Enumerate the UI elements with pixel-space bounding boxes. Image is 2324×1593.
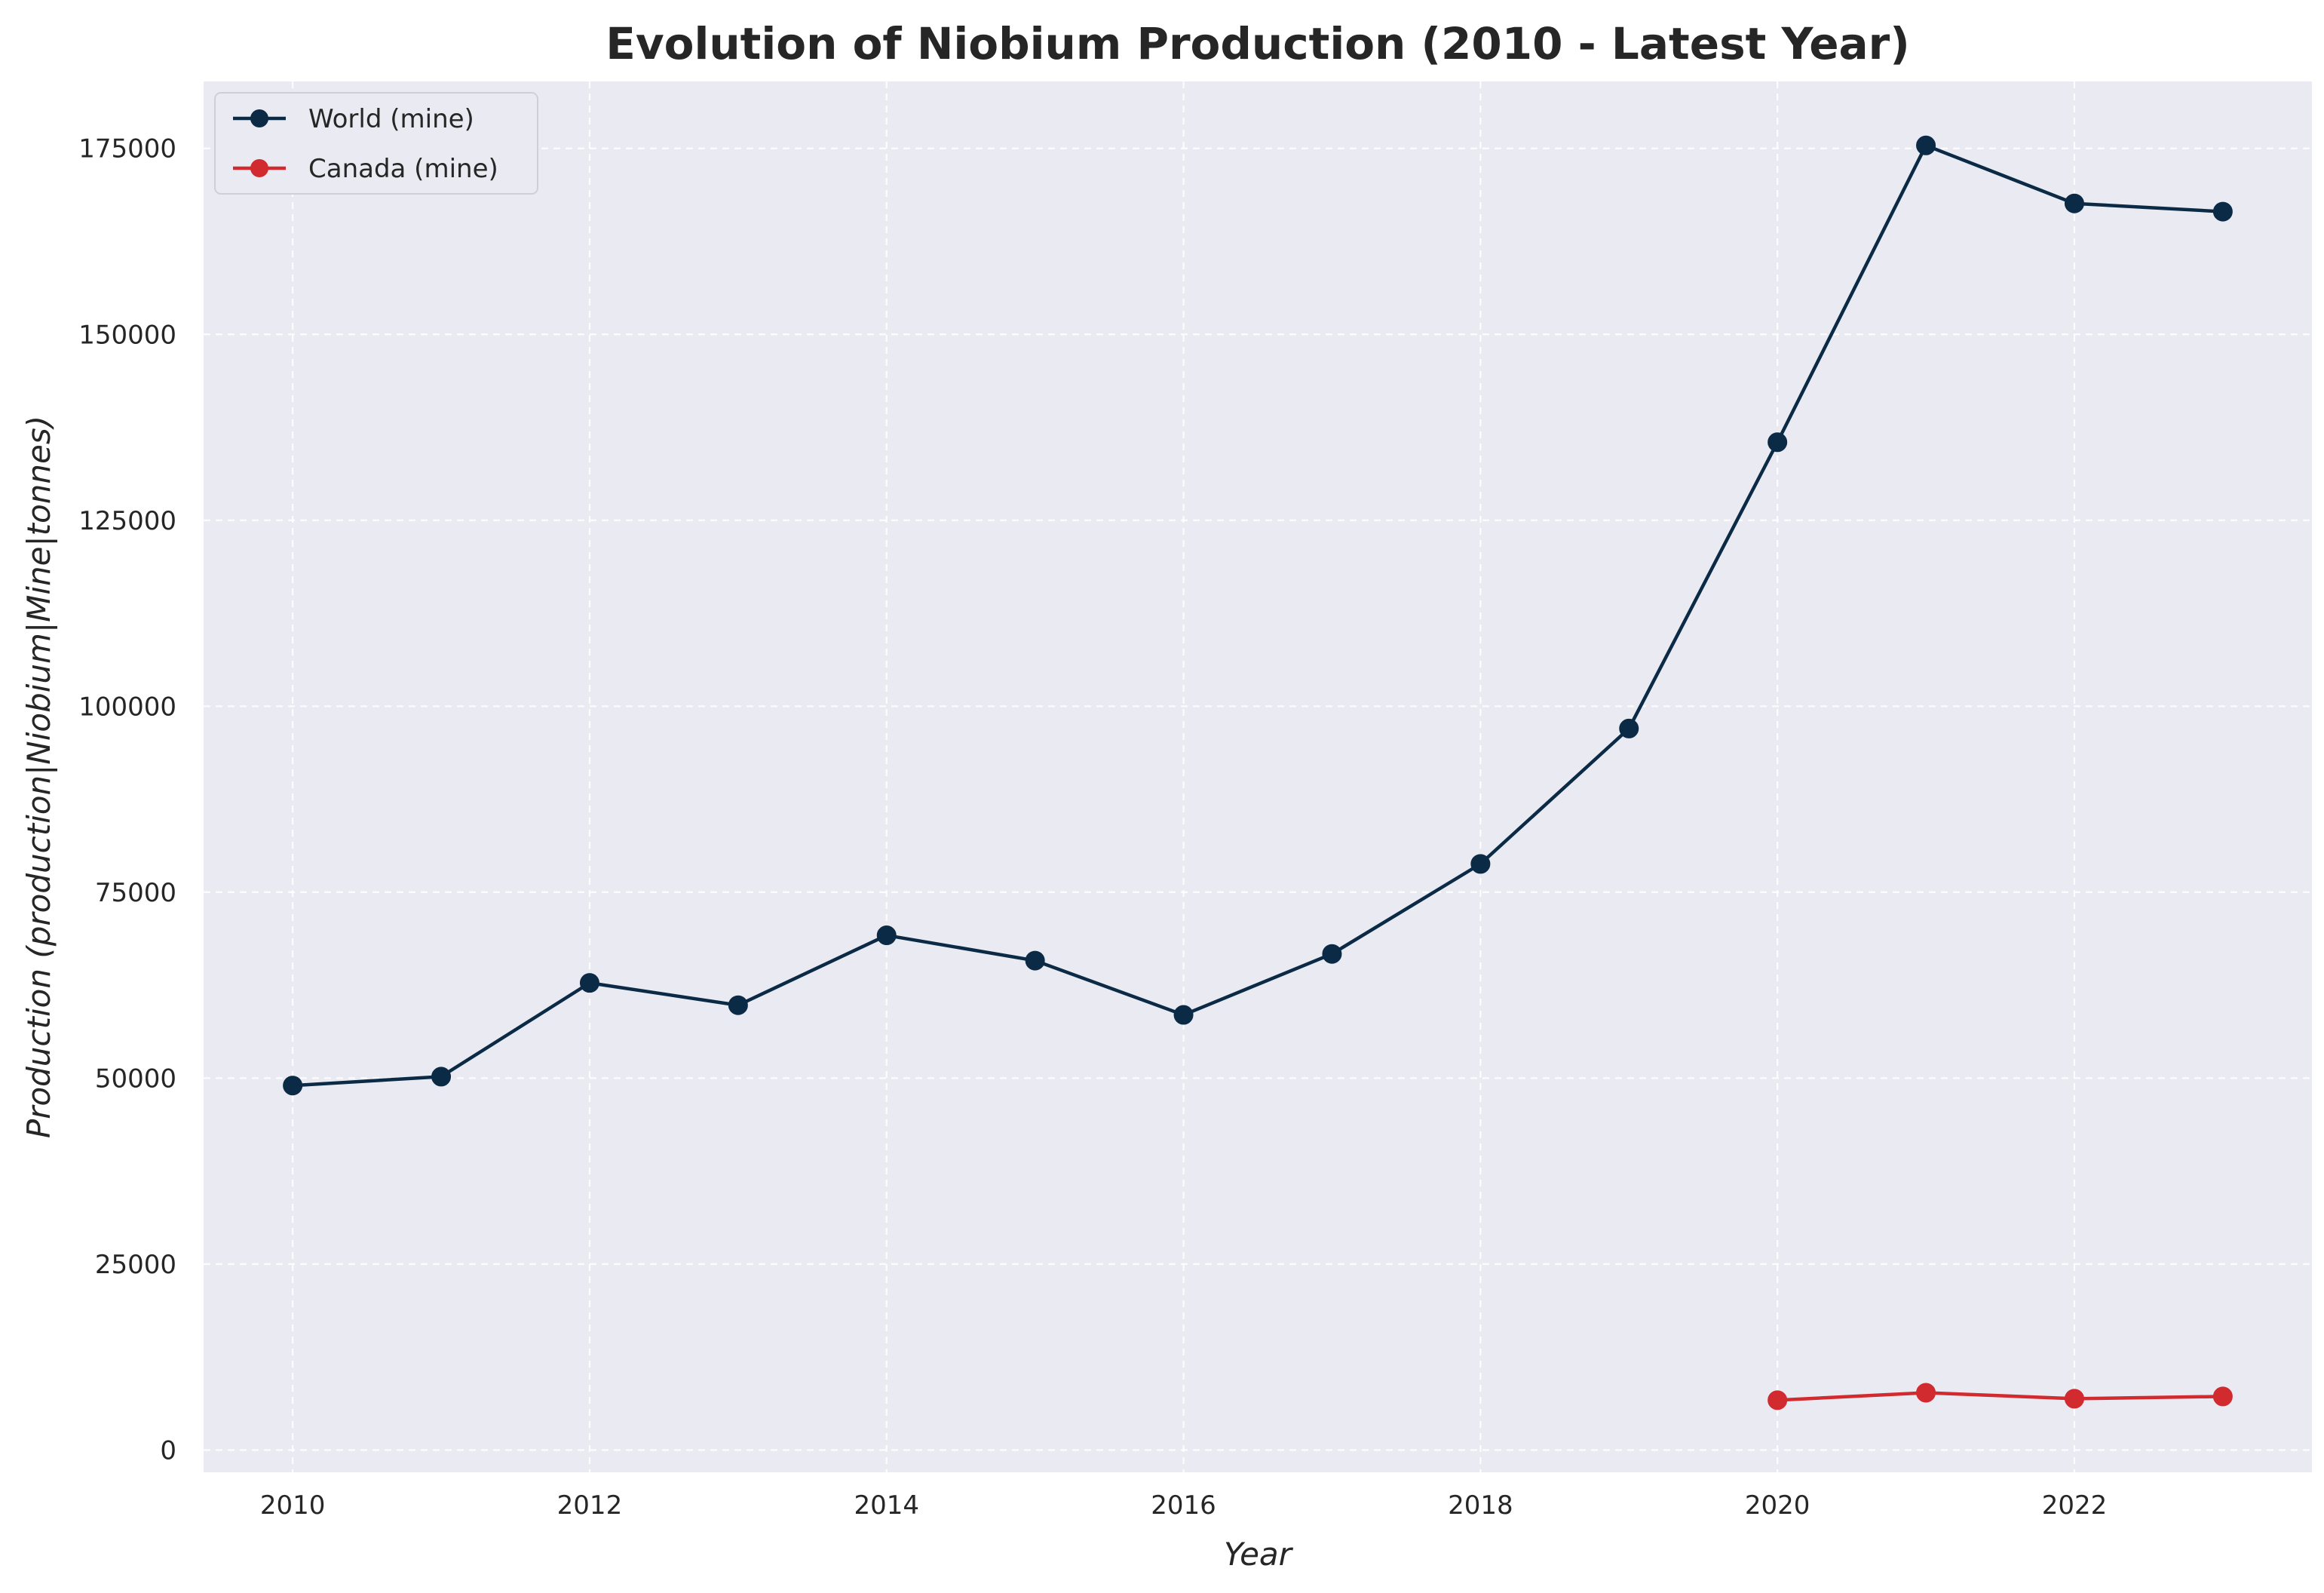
y-tick-label: 75000 — [95, 878, 176, 908]
x-tick-label: 2016 — [1151, 1490, 1216, 1521]
data-point — [579, 973, 599, 993]
y-axis-ticks: 0 25000 50000 75000 100000 125000 150000 175000 — [78, 134, 176, 1466]
chart-title: Evolution of Niobium Production (2010 - … — [606, 18, 1910, 69]
series-layer — [283, 135, 2233, 1410]
x-tick-label: 2018 — [1448, 1490, 1513, 1521]
data-point — [1768, 1390, 1788, 1410]
legend-swatch-marker — [250, 109, 268, 127]
data-point — [1025, 950, 1045, 971]
x-tick-label: 2010 — [260, 1490, 326, 1521]
legend: World (mine) Canada (mine) — [214, 92, 538, 195]
y-tick-label: 25000 — [95, 1250, 176, 1280]
x-tick-label: 2012 — [557, 1490, 623, 1521]
y-tick-label: 100000 — [78, 692, 176, 722]
series-world-mine — [283, 135, 2233, 1096]
series-line — [1777, 1391, 2223, 1402]
legend-label: World (mine) — [308, 104, 474, 134]
x-tick-label: 2022 — [2042, 1490, 2108, 1521]
legend-item: World (mine) — [233, 104, 474, 134]
plot-area — [204, 81, 2312, 1472]
data-point — [728, 995, 748, 1015]
y-tick-label: 125000 — [78, 506, 176, 536]
x-axis-label: Year — [1224, 1536, 1294, 1573]
data-point — [2064, 193, 2084, 213]
legend-swatch-marker — [250, 159, 268, 177]
y-tick-label: 150000 — [78, 320, 176, 350]
y-tick-label: 175000 — [78, 134, 176, 164]
series-canada-mine — [1768, 1383, 2233, 1410]
data-point — [2064, 1389, 2084, 1409]
y-axis-label: Production (production|Niobium|Mine|tonn… — [20, 416, 57, 1138]
data-point — [1470, 854, 1491, 874]
series-line — [293, 143, 2223, 1088]
x-tick-label: 2014 — [854, 1490, 919, 1521]
data-point — [2212, 1386, 2233, 1407]
legend-item: Canada (mine) — [233, 154, 498, 184]
data-point — [283, 1076, 303, 1096]
y-tick-label: 50000 — [95, 1064, 176, 1094]
data-point — [1916, 135, 1936, 155]
data-point — [1916, 1383, 1936, 1403]
data-point — [1322, 944, 1342, 964]
data-point — [2212, 201, 2233, 222]
data-point — [1619, 718, 1639, 738]
legend-box — [214, 92, 538, 195]
x-tick-label: 2020 — [1745, 1490, 1810, 1521]
x-gridlines — [292, 81, 2076, 1472]
data-point — [431, 1067, 452, 1087]
y-gridlines — [204, 147, 2312, 1451]
data-point — [876, 925, 897, 946]
x-axis-ticks: 2010 2012 2014 2016 2018 2020 2022 — [260, 1490, 2107, 1521]
data-point — [1173, 1005, 1194, 1025]
data-point — [1768, 432, 1788, 453]
legend-label: Canada (mine) — [308, 154, 498, 184]
y-tick-label: 0 — [160, 1435, 176, 1466]
